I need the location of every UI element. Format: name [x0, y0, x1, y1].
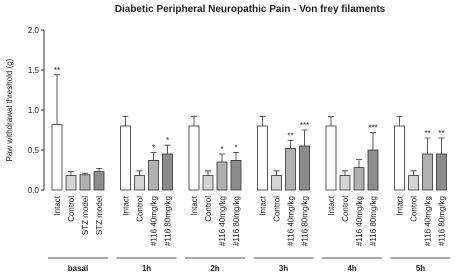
error-bar [342, 170, 348, 176]
bar [408, 175, 419, 191]
error-bar [273, 170, 280, 176]
bar [325, 125, 337, 191]
error-bar [150, 152, 157, 161]
error-bar [259, 116, 266, 126]
group-label: 5h [416, 264, 425, 273]
bar [299, 145, 310, 191]
bar [51, 124, 63, 191]
x-tick-label: STZ model [81, 196, 90, 235]
error-bar [164, 144, 171, 154]
x-tick-label: Control [410, 196, 419, 222]
significance: *** [368, 123, 377, 132]
x-tick-label: STZ model [95, 196, 104, 235]
significance: * [152, 143, 155, 152]
error-bar [287, 140, 294, 149]
bar [422, 153, 433, 191]
error-bar [424, 137, 431, 154]
bar [216, 161, 228, 191]
error-bar [122, 116, 129, 126]
x-tick-label: Intact [53, 195, 62, 215]
bar [339, 175, 351, 191]
bar [120, 125, 131, 191]
bar [271, 175, 282, 191]
y-tick-label: 2.0 [28, 26, 40, 35]
x-tick-label: Intact [259, 195, 268, 215]
x-tick-label: #116 40mg/kg [218, 196, 227, 246]
significance: ** [287, 131, 293, 140]
significance: * [234, 143, 237, 152]
significance: * [166, 136, 169, 145]
bar [353, 167, 365, 191]
error-bar [96, 168, 102, 172]
x-tick-label: #116 80mg/kg [232, 196, 241, 246]
y-tick-label: 1.0 [28, 106, 40, 115]
error-bar [136, 170, 143, 176]
group-label: 3h [279, 264, 288, 273]
error-bar [328, 116, 334, 126]
significance: ** [54, 66, 60, 75]
bar [134, 175, 145, 191]
error-bar [54, 74, 60, 125]
y-tick-label: 0.5 [28, 146, 40, 155]
x-tick-label: #116 80mg/kg [369, 196, 378, 246]
bar [257, 125, 268, 191]
significance: * [220, 145, 223, 154]
chart-title: Diabetic Peripheral Neuropathic Pain - V… [115, 4, 386, 15]
error-bar [68, 171, 74, 176]
x-tick-label: Intact [190, 195, 199, 215]
x-tick-label: #116 80mg/kg [438, 196, 447, 246]
error-bar [370, 132, 376, 150]
x-tick-label: #116 40mg/kg [355, 196, 364, 246]
x-tick-label: #116 40mg/kg [150, 196, 159, 246]
bar [148, 159, 159, 191]
group-label: 4h [347, 264, 356, 273]
x-tick-label: Control [273, 196, 282, 222]
y-axis-label: Paw withdrawal threshold (g) [5, 58, 14, 161]
error-bar [219, 153, 225, 162]
x-tick-label: Intact [122, 195, 131, 215]
error-bar [438, 137, 445, 154]
bar [230, 159, 242, 191]
bar [202, 175, 214, 191]
bar [367, 149, 379, 191]
bar [188, 125, 200, 191]
bar [79, 174, 91, 191]
x-tick-label: Intact [396, 195, 405, 215]
significance: ** [424, 129, 430, 138]
x-tick-label: Control [67, 196, 76, 222]
x-tick-label: #116 80mg/kg [164, 196, 173, 246]
x-tick-label: Intact [327, 195, 336, 215]
group-label: 2h [210, 264, 219, 273]
bar [162, 153, 173, 191]
bar [394, 125, 405, 191]
group-label: basal [68, 264, 88, 273]
error-bar [396, 116, 403, 126]
error-bar [191, 116, 197, 126]
error-bar [410, 170, 417, 176]
bar [93, 171, 105, 191]
significance: ** [438, 129, 444, 138]
bar [436, 153, 447, 191]
bar [65, 175, 77, 191]
y-tick-label: 0.0 [28, 186, 40, 195]
x-tick-label: Control [204, 196, 213, 222]
x-tick-label: #116 80mg/kg [301, 196, 310, 246]
y-tick-label: 1.5 [28, 66, 40, 75]
error-bar [356, 159, 362, 168]
error-bar [233, 152, 239, 161]
error-bar [205, 170, 211, 176]
group-label: 1h [142, 264, 151, 273]
x-tick-label: Control [341, 196, 350, 222]
error-bar [301, 129, 308, 146]
x-tick-label: #116 40mg/kg [287, 196, 296, 246]
x-tick-label: #116 40mg/kg [424, 196, 433, 246]
error-bar [82, 172, 88, 175]
x-tick-label: Control [136, 196, 145, 222]
bar [285, 147, 296, 191]
significance: *** [300, 121, 309, 130]
